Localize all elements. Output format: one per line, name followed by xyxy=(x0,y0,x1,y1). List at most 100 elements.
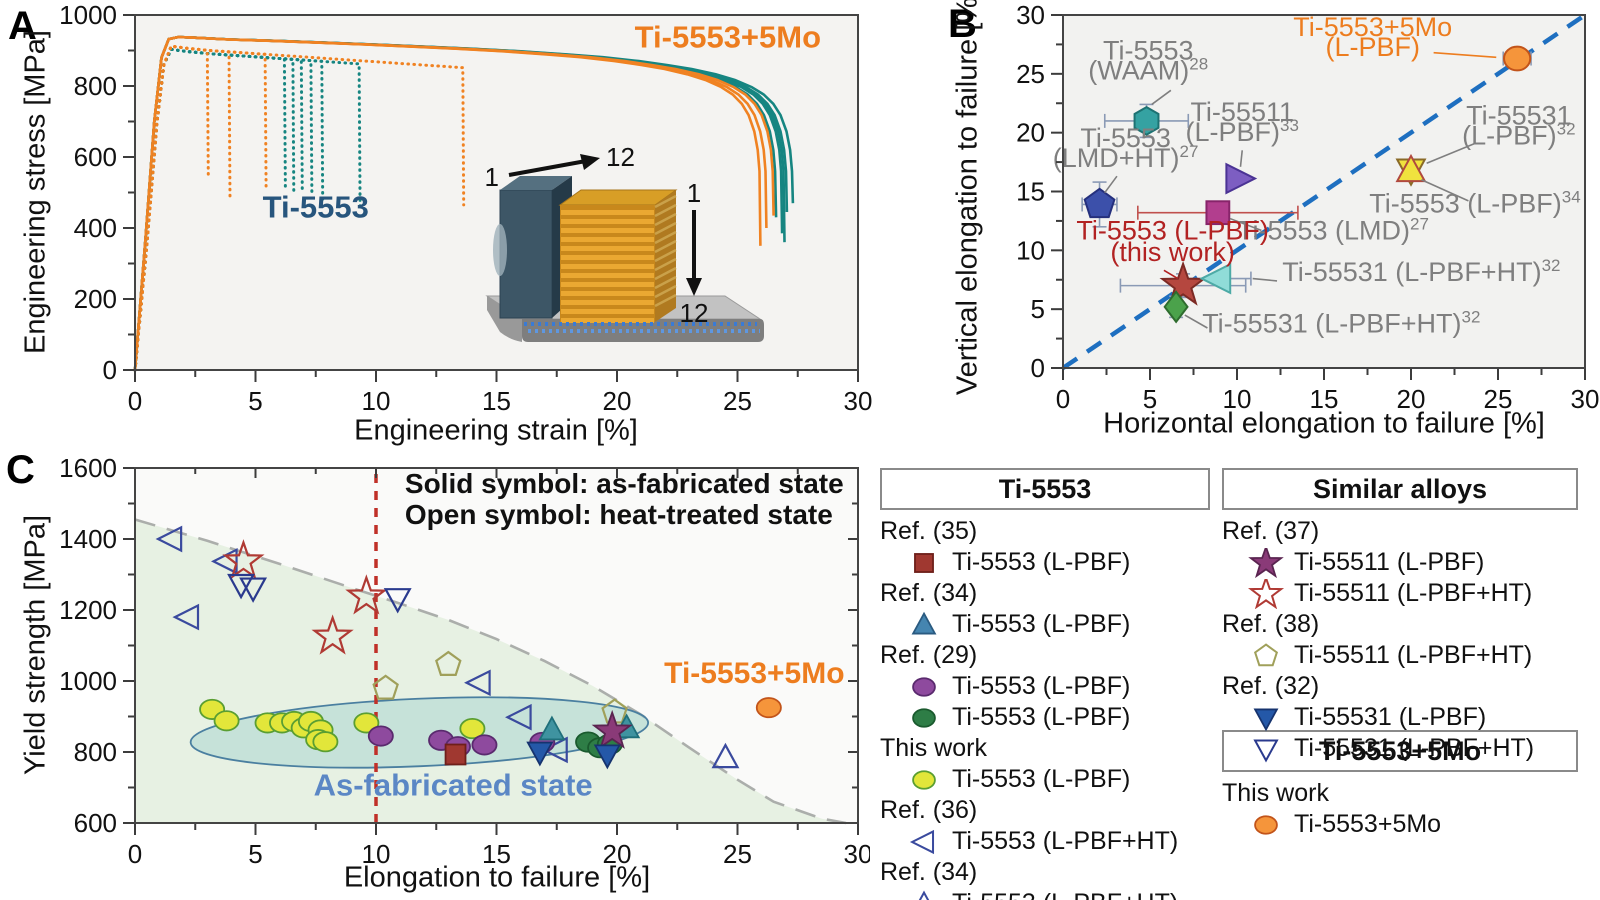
svg-text:800: 800 xyxy=(74,737,117,767)
callout-leader-line xyxy=(1163,269,1179,280)
stress-strain-curve xyxy=(133,44,466,372)
svg-text:20: 20 xyxy=(603,386,632,416)
svg-text:600: 600 xyxy=(74,142,117,172)
data-point-marker xyxy=(367,725,394,747)
data-point-marker xyxy=(311,614,354,655)
inset-layer-end-label: 12 xyxy=(606,142,635,172)
panel-b-label: B xyxy=(948,2,977,46)
data-point-marker xyxy=(505,703,532,731)
svg-text:20: 20 xyxy=(603,839,632,869)
data-point-callout: Ti-5553 (LMD)27 xyxy=(1237,215,1429,246)
svg-text:15: 15 xyxy=(1016,177,1045,207)
data-point-marker xyxy=(383,588,412,614)
build-plate-inset: 1 12 1 12 xyxy=(485,142,764,342)
data-point-marker xyxy=(444,743,467,766)
data-point-marker xyxy=(1133,105,1160,136)
data-point-marker xyxy=(172,603,200,631)
legend-item: Ti-5553 (L-PBF+HT) xyxy=(880,888,1220,900)
svg-text:1000: 1000 xyxy=(59,0,117,30)
legend-group-reference: Ref. (29) xyxy=(880,641,978,669)
svg-text:10: 10 xyxy=(362,386,391,416)
data-point-callout: Ti-55511 xyxy=(1190,97,1294,127)
callout-leader-line xyxy=(1184,314,1208,329)
data-point-callout: Ti-55531 (L-PBF+HT)32 xyxy=(1282,256,1560,287)
data-point-marker xyxy=(914,552,934,573)
property-boundary-dashed-line xyxy=(134,518,847,825)
inset-layer-end-label: 12 xyxy=(680,298,709,328)
data-point-marker xyxy=(353,712,380,734)
legend-item-label: Ti-5553 (L-PBF+HT) xyxy=(952,889,1178,900)
svg-text:1400: 1400 xyxy=(59,524,117,554)
legend-group-reference: Ref. (38) xyxy=(1222,610,1320,638)
panel-c-label: C xyxy=(6,448,35,492)
data-point-marker xyxy=(593,744,621,770)
data-point-callout: Ti-55531 xyxy=(1466,100,1572,130)
data-point-marker xyxy=(591,709,633,749)
svg-text:0: 0 xyxy=(1056,384,1070,414)
chart-annotation: As-fabricated state xyxy=(314,767,593,802)
data-point-marker xyxy=(1248,578,1285,609)
svg-text:600: 600 xyxy=(74,808,117,838)
legend-item-label: Ti-5553 (L-PBF) xyxy=(952,703,1131,731)
svg-text:15: 15 xyxy=(1310,384,1339,414)
svg-text:25: 25 xyxy=(723,386,752,416)
data-point-marker xyxy=(213,710,240,732)
data-point-marker xyxy=(912,707,936,728)
legend-item: Ti-55531 (L-PBF+HT) xyxy=(1222,733,1592,764)
callout-leader-line xyxy=(1239,150,1244,167)
svg-text:1600: 1600 xyxy=(59,453,117,483)
panel-c-y-axis-title: Yield strength [MPa] xyxy=(19,514,52,776)
legend-item: Ti-55531 (L-PBF) xyxy=(1222,702,1592,733)
chart-annotation: Open symbol: heat-treated state xyxy=(405,499,833,530)
data-point-marker xyxy=(1205,200,1231,226)
legend-item: Ti-5553+5Mo xyxy=(1222,809,1592,840)
data-point-marker xyxy=(435,650,462,676)
stress-strain-curve xyxy=(133,35,775,371)
legend-group-reference: Ref. (34) xyxy=(880,858,978,886)
data-point-marker xyxy=(1253,708,1279,731)
legend-item-label: Ti-55531 (L-PBF) xyxy=(1294,703,1487,731)
legend-marker-icon xyxy=(912,676,936,697)
legend-item-label: Ti-5553 (L-PBF) xyxy=(952,548,1131,576)
svg-text:25: 25 xyxy=(1016,59,1045,89)
data-point-callout: (L-PBF)33 xyxy=(1186,116,1299,147)
data-point-marker xyxy=(526,741,554,767)
identity-diagonal-line xyxy=(1061,13,1587,370)
data-point-marker xyxy=(222,539,265,580)
data-point-marker xyxy=(1254,814,1278,835)
data-point-marker xyxy=(345,574,388,615)
data-point-marker xyxy=(918,890,930,900)
legend-item-label: Ti-5553 (L-PBF) xyxy=(952,672,1131,700)
legend-item-label: Ti-55511 (L-PBF) xyxy=(1294,548,1485,576)
stress-strain-curve xyxy=(133,47,362,372)
legend-group-reference: This work xyxy=(880,734,987,762)
legend-marker-icon xyxy=(911,611,937,634)
data-point-marker xyxy=(459,718,486,740)
callout-leader-line xyxy=(1421,179,1469,202)
svg-text:5: 5 xyxy=(1031,294,1045,324)
data-point-marker xyxy=(239,577,268,603)
data-point-marker xyxy=(912,769,936,790)
legend-item-label: Ti-5553 (L-PBF) xyxy=(952,765,1131,793)
svg-text:5: 5 xyxy=(248,839,262,869)
legend-group-reference: This work xyxy=(1222,779,1329,807)
svg-text:400: 400 xyxy=(74,213,117,243)
svg-text:20: 20 xyxy=(1016,118,1045,148)
svg-text:30: 30 xyxy=(844,839,870,869)
svg-text:30: 30 xyxy=(1016,0,1045,30)
svg-text:5: 5 xyxy=(248,386,262,416)
legend-marker-icon xyxy=(912,707,936,728)
legend-item: Ti-55511 (L-PBF) xyxy=(1222,547,1592,578)
svg-text:20: 20 xyxy=(1397,384,1426,414)
legend-item: Ti-55511 (L-PBF+HT) xyxy=(1222,578,1592,609)
legend-marker-icon xyxy=(912,769,936,790)
data-point-marker xyxy=(464,669,491,697)
data-point-marker xyxy=(1253,738,1279,762)
chart-annotation: Ti-5553+5Mo xyxy=(664,657,844,690)
legend-item: Ti-5553 (L-PBF) xyxy=(880,671,1220,702)
svg-text:25: 25 xyxy=(723,839,752,869)
data-point-marker xyxy=(1163,290,1189,324)
svg-text:200: 200 xyxy=(74,284,117,314)
svg-text:10: 10 xyxy=(1223,384,1252,414)
